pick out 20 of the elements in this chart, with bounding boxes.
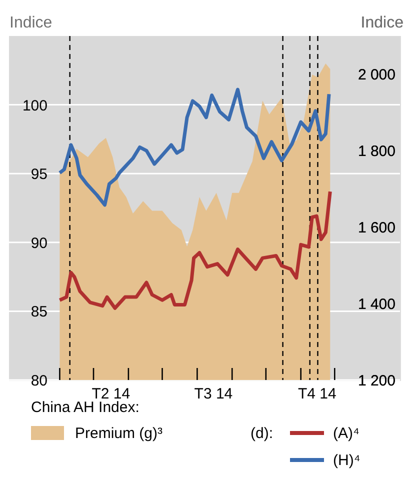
- y-axis-title: Indice: [10, 14, 52, 32]
- y-tick-label: 100: [22, 97, 48, 114]
- text: (d):: [250, 425, 273, 442]
- x-tick-label: T4 14: [298, 386, 336, 402]
- y-tick-label: 85: [30, 304, 48, 321]
- y-tick-label: 90: [30, 234, 48, 252]
- legend-label: Premium (g)³: [75, 425, 163, 442]
- line-series: [58, 190, 332, 310]
- y2-tick-label: 2 000: [358, 66, 396, 84]
- y-tick-label: 80: [30, 372, 48, 390]
- y-tick-label: 95: [30, 166, 48, 184]
- legend-label: (A)⁴: [333, 425, 360, 442]
- x-tick-label: T3 14: [194, 386, 233, 402]
- y2-tick-label: 1 800: [358, 143, 396, 160]
- legend-label: (H)⁴: [333, 452, 360, 469]
- y2-tick-label: 1 600: [358, 220, 396, 237]
- y2-tick-label: 1 400: [358, 296, 396, 314]
- y2-axis-title: Indice: [360, 14, 404, 32]
- line-series: [58, 88, 331, 207]
- y2-tick-label: 1 200: [358, 372, 396, 390]
